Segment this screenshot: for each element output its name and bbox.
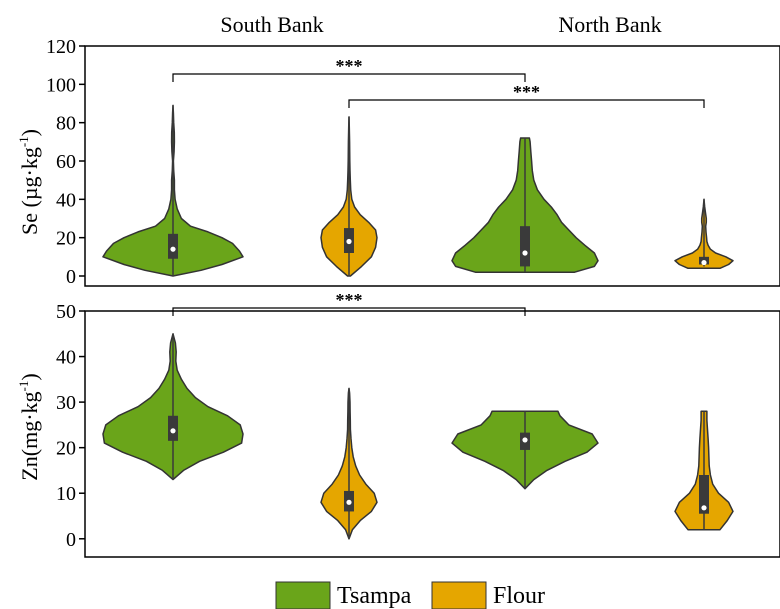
y-tick-label: 60: [56, 151, 76, 173]
zn-panel: 0 10 20 30 40 50 ***: [56, 290, 734, 551]
y-tick-label: 0: [66, 266, 76, 288]
legend-swatch-tsampa: [275, 581, 331, 609]
median-point-tsampa-south-bank: [170, 428, 176, 434]
median-point-tsampa-south-bank: [170, 246, 176, 252]
significance-bracket: [172, 73, 526, 82]
zn-plot-frame: [84, 310, 780, 558]
legend-swatch-flour: [431, 581, 487, 609]
y-tick-label: 100: [46, 74, 76, 96]
group-label-north-bank: North Bank: [558, 12, 661, 37]
significance-bracket: [348, 99, 705, 108]
median-point-flour-south-bank: [346, 499, 352, 505]
legend-label-flour: Flour: [493, 583, 545, 609]
se-panel: 0 20 40 60 80 100 120 *** ***: [46, 36, 734, 288]
y-tick-label: 40: [56, 189, 76, 211]
median-point-tsampa-north-bank: [522, 437, 528, 443]
median-point-tsampa-north-bank: [522, 250, 528, 256]
median-point-flour-north-bank: [701, 505, 707, 511]
y-tick-label: 10: [56, 483, 76, 505]
zn-axis-label: Zn(mg·kg-1): [16, 373, 42, 480]
median-point-flour-north-bank: [701, 259, 707, 266]
significance-label: ***: [513, 82, 540, 102]
y-tick-label: 30: [56, 392, 76, 414]
iqr-box-tsampa-south-bank: [168, 233, 178, 259]
significance-label: ***: [336, 56, 363, 76]
significance-label: ***: [336, 290, 363, 310]
legend: Tsampa Flour: [275, 581, 545, 609]
legend-label-tsampa: Tsampa: [337, 583, 412, 609]
y-tick-label: 0: [66, 529, 76, 551]
y-tick-label: 40: [56, 347, 76, 369]
y-tick-label: 20: [56, 228, 76, 250]
group-label-south-bank: South Bank: [220, 12, 323, 37]
y-tick-label: 120: [46, 36, 76, 58]
iqr-box-flour-north-bank: [699, 475, 709, 514]
significance-bracket: [172, 307, 526, 316]
y-tick-label: 50: [56, 301, 76, 323]
y-tick-label: 80: [56, 113, 76, 135]
y-tick-label: 20: [56, 438, 76, 460]
median-point-flour-south-bank: [346, 238, 352, 245]
se-axis-label: Se (µg·kg-1): [16, 129, 42, 235]
se-plot-frame: [84, 45, 780, 287]
iqr-box-tsampa-north-bank: [520, 226, 530, 267]
